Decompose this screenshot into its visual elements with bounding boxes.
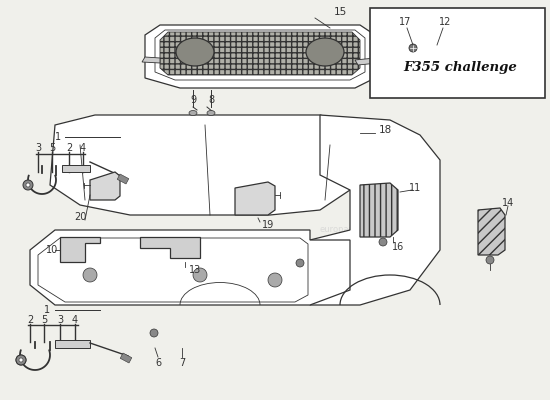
Polygon shape bbox=[140, 237, 200, 258]
Polygon shape bbox=[50, 115, 360, 215]
Text: 19: 19 bbox=[262, 220, 274, 230]
Polygon shape bbox=[155, 30, 365, 80]
Text: 5: 5 bbox=[49, 143, 55, 153]
Text: 6: 6 bbox=[155, 358, 161, 368]
Polygon shape bbox=[310, 115, 440, 305]
Text: 16: 16 bbox=[392, 242, 404, 252]
Text: 12: 12 bbox=[439, 17, 451, 27]
Polygon shape bbox=[90, 172, 120, 200]
Text: 13: 13 bbox=[189, 265, 201, 275]
Text: europarts.com: europarts.com bbox=[160, 160, 221, 170]
Circle shape bbox=[16, 355, 26, 365]
Text: 9: 9 bbox=[190, 95, 196, 105]
Text: 18: 18 bbox=[378, 125, 392, 135]
Text: europarts.com: europarts.com bbox=[124, 290, 186, 300]
Text: 3: 3 bbox=[35, 143, 41, 153]
Text: 17: 17 bbox=[399, 17, 411, 27]
Text: 4: 4 bbox=[80, 143, 86, 153]
Polygon shape bbox=[360, 183, 398, 237]
Text: 1: 1 bbox=[44, 305, 50, 315]
Text: 5: 5 bbox=[41, 315, 47, 325]
Polygon shape bbox=[355, 58, 378, 65]
Polygon shape bbox=[38, 238, 308, 302]
Text: 1: 1 bbox=[55, 132, 61, 142]
Bar bbox=[120, 353, 132, 363]
Text: 3: 3 bbox=[57, 315, 63, 325]
Circle shape bbox=[268, 273, 282, 287]
Bar bbox=[117, 174, 129, 184]
Text: 10: 10 bbox=[46, 245, 58, 255]
Text: 15: 15 bbox=[333, 7, 346, 17]
Text: 2: 2 bbox=[27, 315, 33, 325]
Circle shape bbox=[83, 268, 97, 282]
Circle shape bbox=[16, 355, 26, 365]
Polygon shape bbox=[62, 165, 90, 172]
Polygon shape bbox=[142, 57, 160, 63]
Ellipse shape bbox=[207, 110, 215, 116]
Circle shape bbox=[19, 358, 23, 362]
Circle shape bbox=[193, 268, 207, 282]
Circle shape bbox=[486, 256, 494, 264]
Circle shape bbox=[409, 44, 417, 52]
Polygon shape bbox=[160, 32, 360, 75]
Polygon shape bbox=[235, 182, 275, 215]
Text: europarts.com: europarts.com bbox=[320, 226, 381, 234]
Text: 4: 4 bbox=[72, 315, 78, 325]
Circle shape bbox=[23, 180, 33, 190]
Text: 2: 2 bbox=[66, 143, 72, 153]
Text: 20: 20 bbox=[74, 212, 86, 222]
Text: 11: 11 bbox=[409, 183, 421, 193]
Text: 7: 7 bbox=[179, 358, 185, 368]
Circle shape bbox=[296, 259, 304, 267]
FancyBboxPatch shape bbox=[370, 8, 545, 98]
Polygon shape bbox=[55, 340, 90, 348]
Circle shape bbox=[379, 238, 387, 246]
Circle shape bbox=[26, 183, 30, 187]
Text: 8: 8 bbox=[208, 95, 214, 105]
Polygon shape bbox=[30, 230, 350, 305]
Polygon shape bbox=[145, 25, 375, 88]
Ellipse shape bbox=[189, 110, 197, 116]
Ellipse shape bbox=[306, 38, 344, 66]
Ellipse shape bbox=[176, 38, 214, 66]
Polygon shape bbox=[478, 208, 505, 255]
Polygon shape bbox=[60, 237, 100, 262]
Circle shape bbox=[150, 329, 158, 337]
Text: F355 challenge: F355 challenge bbox=[403, 62, 517, 74]
Text: 14: 14 bbox=[502, 198, 514, 208]
